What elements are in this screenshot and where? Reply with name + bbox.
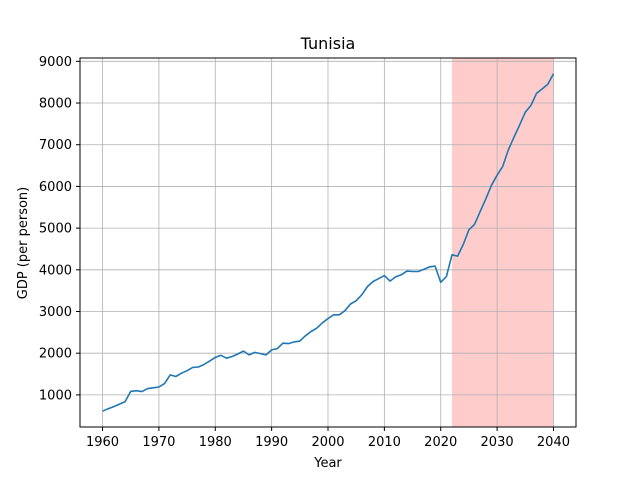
y-tick-label: 1000 <box>39 388 72 403</box>
y-tick-label: 7000 <box>39 138 72 153</box>
plot-area: 1960 1970 1980 1990 2000 2010 2020 2030 2040 1000… <box>39 55 577 450</box>
y-tick-label: 4000 <box>39 263 72 278</box>
y-axis-label: GDP (per person) <box>16 187 31 300</box>
y-tick-label: 3000 <box>39 305 72 320</box>
x-tick-label: 2010 <box>368 435 401 450</box>
y-tick-label: 9000 <box>39 55 72 70</box>
x-tick-label: 2020 <box>424 435 457 450</box>
x-tick-label: 2030 <box>481 435 514 450</box>
x-tick-label: 1980 <box>199 435 232 450</box>
x-tick-label: 2000 <box>311 435 344 450</box>
x-tick-label: 2040 <box>537 435 570 450</box>
chart-title: Tunisia <box>300 34 356 53</box>
x-axis-label: Year <box>313 456 342 471</box>
y-tick-label: 5000 <box>39 222 72 237</box>
x-tick-label: 1990 <box>255 435 288 450</box>
y-tick-label: 6000 <box>39 180 72 195</box>
y-tick-label: 2000 <box>39 347 72 362</box>
forecast-highlight-region <box>452 58 554 427</box>
x-tick-label: 1960 <box>86 435 119 450</box>
gdp-series-line <box>102 73 555 412</box>
y-tick-label: 8000 <box>39 97 72 112</box>
x-tick-label: 1970 <box>142 435 175 450</box>
